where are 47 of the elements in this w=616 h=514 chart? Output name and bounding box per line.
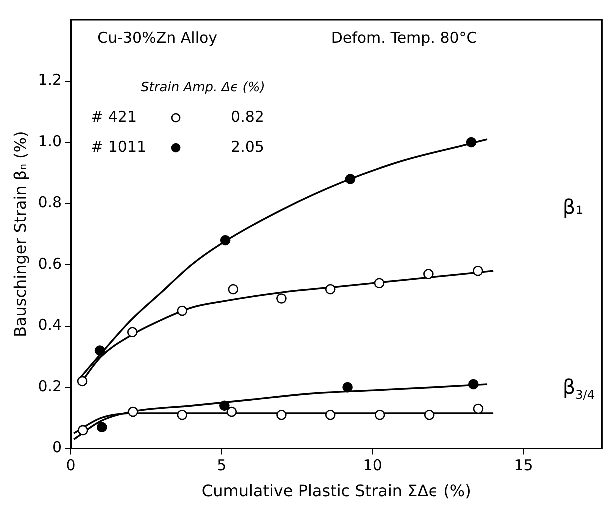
point [325, 410, 336, 420]
y-tick-label: 0.8 [38, 194, 62, 212]
y-tick-label: 0 [52, 438, 62, 457]
point [342, 382, 353, 393]
x-axis-title: Cumulative Plastic Strain ΣΔϵ (%) [202, 482, 472, 501]
point [77, 376, 88, 387]
legend-label: # 1011 [91, 138, 147, 156]
x-tick-label: 5 [217, 456, 227, 475]
point [424, 269, 434, 280]
point [473, 266, 484, 276]
point [127, 327, 138, 338]
point [220, 400, 230, 412]
y-tick-label: 1.2 [38, 71, 62, 90]
point [96, 422, 108, 433]
y-axis-title: Bauschinger Strain βₙ (%) [10, 131, 30, 338]
point [128, 406, 138, 418]
point [325, 284, 336, 295]
point [345, 174, 356, 184]
point [94, 346, 106, 356]
y-tick-label: 0.4 [38, 316, 62, 334]
point [468, 379, 479, 390]
y-tick-label: 0.6 [38, 254, 62, 273]
point [220, 235, 231, 246]
annotation: 2.05 [231, 138, 264, 156]
x-tick-label: 15 [514, 456, 534, 475]
x-tick-label: 10 [363, 456, 382, 475]
point [276, 410, 287, 420]
x-tick-label: 0 [66, 456, 76, 475]
legend-title: Strain Amp. Δϵ (%) [141, 80, 266, 96]
point [374, 278, 385, 289]
point [466, 137, 477, 148]
point [78, 425, 88, 436]
point [424, 410, 435, 420]
point [177, 306, 188, 316]
point [226, 406, 238, 418]
point [177, 410, 188, 420]
annotation: β₁ [562, 194, 584, 219]
point [276, 294, 287, 304]
point [228, 284, 239, 295]
point [473, 404, 484, 414]
annotation: Defom. Temp. 80°C [331, 29, 478, 48]
annotation: 0.82 [231, 108, 264, 126]
legend-label: # 421 [91, 108, 138, 126]
point [374, 410, 386, 420]
annotation: Cu-30%Zn Alloy [98, 29, 218, 48]
y-tick-label: 0.2 [38, 377, 62, 396]
y-tick-label: 1.0 [38, 132, 62, 150]
